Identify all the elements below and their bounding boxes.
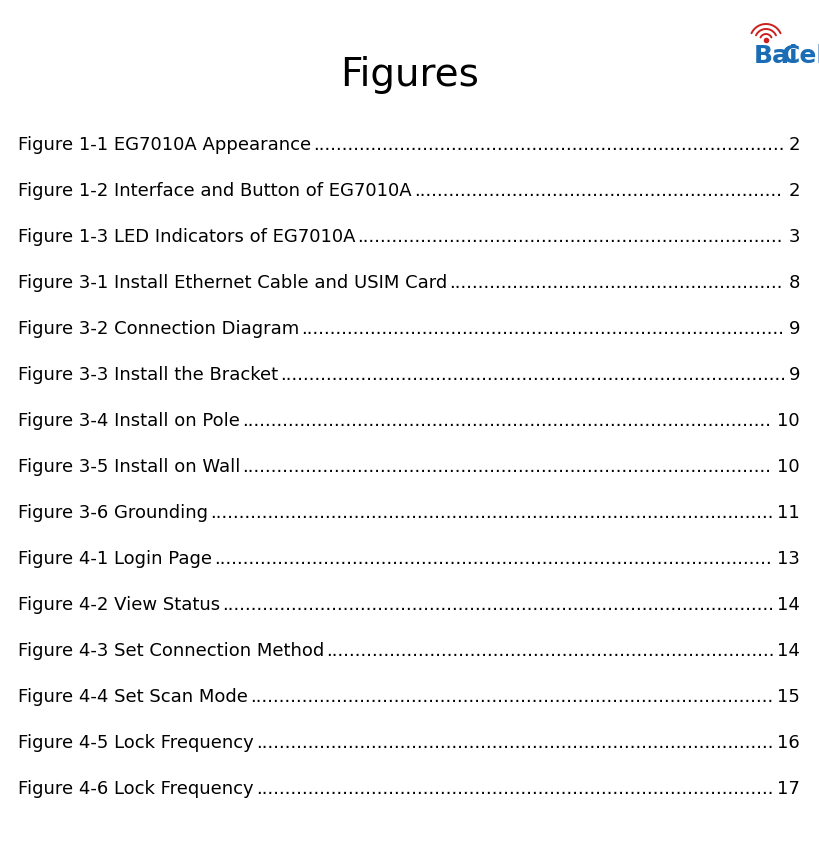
Text: 2: 2 [789,136,800,154]
Text: ................................................................................: ........................................… [256,780,773,798]
Text: ..........................................................: ........................................… [450,274,783,292]
Text: Figures: Figures [340,56,479,94]
Text: Figure 4-2 View Status: Figure 4-2 View Status [18,596,220,614]
Text: 14: 14 [777,596,800,614]
Text: Figure 4-1 Login Page: Figure 4-1 Login Page [18,550,212,568]
Text: Bai: Bai [754,44,799,68]
Text: Figure 3-1 Install Ethernet Cable and USIM Card: Figure 3-1 Install Ethernet Cable and US… [18,274,447,292]
Text: Figure 3-5 Install on Wall: Figure 3-5 Install on Wall [18,458,240,476]
Text: ................................................................................: ........................................… [242,412,771,430]
Text: ................................................................................: ........................................… [214,550,771,568]
Text: Figure 4-6 Lock Frequency: Figure 4-6 Lock Frequency [18,780,254,798]
Text: Figure 4-5 Lock Frequency: Figure 4-5 Lock Frequency [18,734,254,752]
Text: Figure 1-3 LED Indicators of EG7010A: Figure 1-3 LED Indicators of EG7010A [18,228,355,246]
Text: Cells: Cells [782,44,819,68]
Text: 17: 17 [777,780,800,798]
Text: ................................................................................: ........................................… [222,596,774,614]
Text: ................................................................................: ........................................… [250,688,773,706]
Text: 2: 2 [789,182,800,200]
Text: ................................................................................: ........................................… [301,320,785,338]
Text: 10: 10 [777,412,800,430]
Text: 16: 16 [777,734,800,752]
Text: Figure 1-2 Interface and Button of EG7010A: Figure 1-2 Interface and Button of EG701… [18,182,412,200]
Text: ................................................................................: ........................................… [280,366,786,384]
Text: 10: 10 [777,458,800,476]
Text: 9: 9 [789,320,800,338]
Text: ................................................................................: ........................................… [313,136,785,154]
Text: ..............................................................................: ........................................… [326,642,775,660]
Text: 13: 13 [777,550,800,568]
Text: ................................................................: ........................................… [414,182,781,200]
Text: Figure 3-2 Connection Diagram: Figure 3-2 Connection Diagram [18,320,299,338]
Text: Figure 4-4 Set Scan Mode: Figure 4-4 Set Scan Mode [18,688,248,706]
Text: 9: 9 [789,366,800,384]
Text: Figure 4-3 Set Connection Method: Figure 4-3 Set Connection Method [18,642,324,660]
Text: Figure 3-6 Grounding: Figure 3-6 Grounding [18,504,208,522]
Text: 8: 8 [789,274,800,292]
Text: 11: 11 [777,504,800,522]
Text: ................................................................................: ........................................… [256,734,773,752]
Text: Figure 3-3 Install the Bracket: Figure 3-3 Install the Bracket [18,366,278,384]
Text: ..........................................................................: ........................................… [358,228,783,246]
Text: ................................................................................: ........................................… [210,504,773,522]
Text: ................................................................................: ........................................… [242,458,771,476]
Text: 14: 14 [777,642,800,660]
Text: 3: 3 [789,228,800,246]
Text: Figure 1-1 EG7010A Appearance: Figure 1-1 EG7010A Appearance [18,136,311,154]
Text: Figure 3-4 Install on Pole: Figure 3-4 Install on Pole [18,412,240,430]
Text: 15: 15 [777,688,800,706]
